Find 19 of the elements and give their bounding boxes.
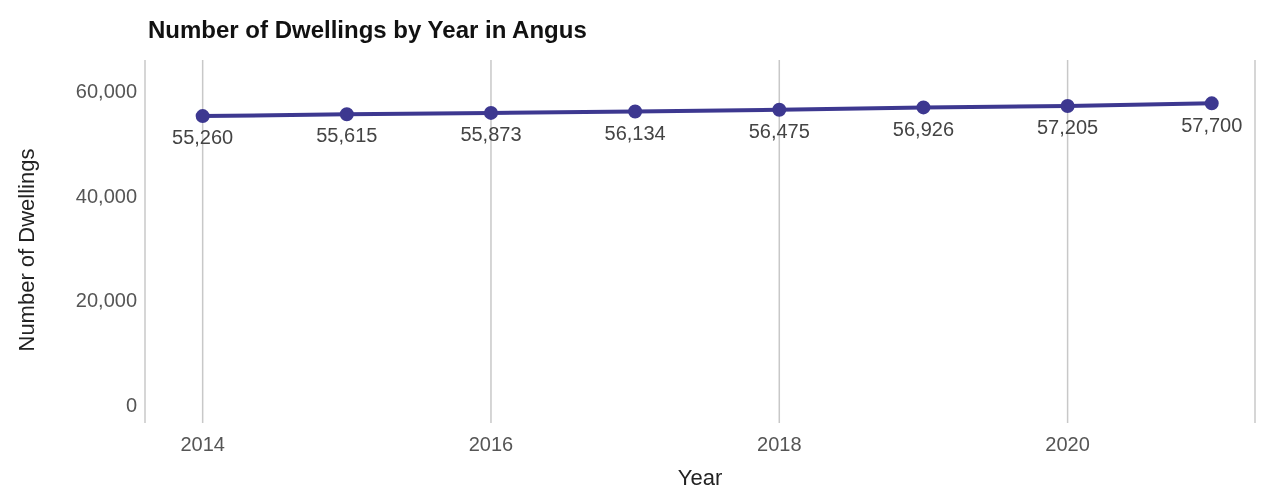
y-axis-title: Number of Dwellings: [13, 148, 39, 352]
data-label: 55,873: [460, 123, 522, 146]
data-label: 57,205: [1037, 116, 1099, 139]
x-axis-title: Year: [677, 465, 723, 490]
x-tick-label: 2020: [1045, 433, 1090, 456]
x-tick-label: 2018: [757, 433, 802, 456]
data-label: 56,475: [748, 119, 810, 142]
x-tick-label: 2014: [180, 433, 225, 456]
data-label: 56,926: [892, 117, 955, 140]
data-label: 55,615: [316, 124, 378, 147]
y-tick-label: 0: [125, 393, 137, 416]
y-tick-label: 40,000: [75, 184, 137, 207]
data-label: 57,700: [1181, 113, 1243, 136]
y-tick-label: 20,000: [75, 289, 137, 312]
chart-title: Number of Dwellings by Year in Angus: [147, 15, 588, 45]
y-tick-label: 60,000: [75, 80, 137, 103]
x-tick-label: 2016: [468, 433, 514, 456]
data-label: 55,260: [172, 126, 234, 149]
data-label: 56,134: [604, 121, 666, 144]
